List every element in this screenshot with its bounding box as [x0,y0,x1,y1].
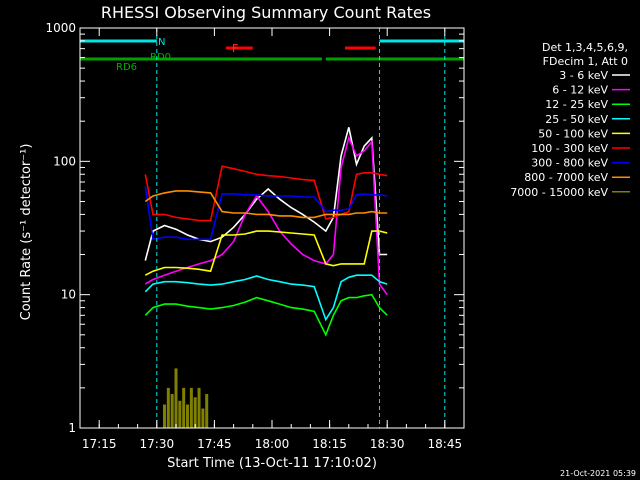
y-tick-label-2: 100 [53,154,76,168]
legend-header-0: Det 1,3,4,5,6,9, [542,41,628,54]
legend-label-4: 50 - 100 keV [538,127,608,140]
x-axis: 17:15 17:30 17:45 18:00 18:15 18:30 18:45 [79,28,465,451]
series-6-line [144,186,388,241]
y-tick-label-0: 1 [68,421,76,435]
legend-label-0: 3 - 6 keV [559,69,608,82]
x-tick-label-4: 18:15 [312,437,347,451]
flags-layer: N F RD0 RD6 [80,37,464,73]
series-5-line [144,165,388,222]
y-axis: 1 10 100 1000 [45,21,464,435]
chart-title: RHESSI Observing Summary Count Rates [101,3,431,22]
legend-label-3: 25 - 50 keV [545,113,608,126]
series-8-bars [162,368,209,428]
legend-label-5: 100 - 300 keV [531,142,608,155]
flag-label-night: N [158,37,165,48]
legend-label-8: 7000 - 15000 keV [510,186,608,199]
x-tick-label-1: 17:30 [140,437,175,451]
x-axis-label: Start Time (13-Oct-11 17:10:02) [167,456,377,471]
legend-label-6: 300 - 800 keV [531,157,608,170]
flag-label-rd0: RD0 [150,52,171,63]
legend-label-7: 800 - 7000 keV [524,171,608,184]
x-tick-label-5: 18:30 [370,437,405,451]
series-7-line [144,190,388,219]
flag-label-rd6: RD6 [116,62,137,73]
series-2-line [144,293,388,337]
timestamp: 21-Oct-2021 05:39 [560,469,636,478]
legend: Det 1,3,4,5,6,9,FDecim 1, Att 03 - 6 keV… [510,41,630,199]
x-tick-label-2: 17:45 [197,437,232,451]
series-3-line [144,274,388,322]
y-tick-label-1: 10 [61,288,76,302]
series-0-line [144,127,388,261]
legend-label-2: 12 - 25 keV [545,98,608,111]
flag-label-flare: F [232,42,238,55]
x-tick-label-6: 18:45 [428,437,463,451]
series-layer [144,127,388,428]
x-tick-label-3: 18:00 [255,437,290,451]
y-tick-label-3: 1000 [45,21,76,35]
series-4-line [144,230,388,276]
y-axis-label: Count Rate (s⁻¹ detector⁻¹) [19,144,34,321]
legend-label-1: 6 - 12 keV [552,84,608,97]
x-tick-label-0: 17:15 [82,437,117,451]
legend-header-1: FDecim 1, Att 0 [543,55,628,68]
